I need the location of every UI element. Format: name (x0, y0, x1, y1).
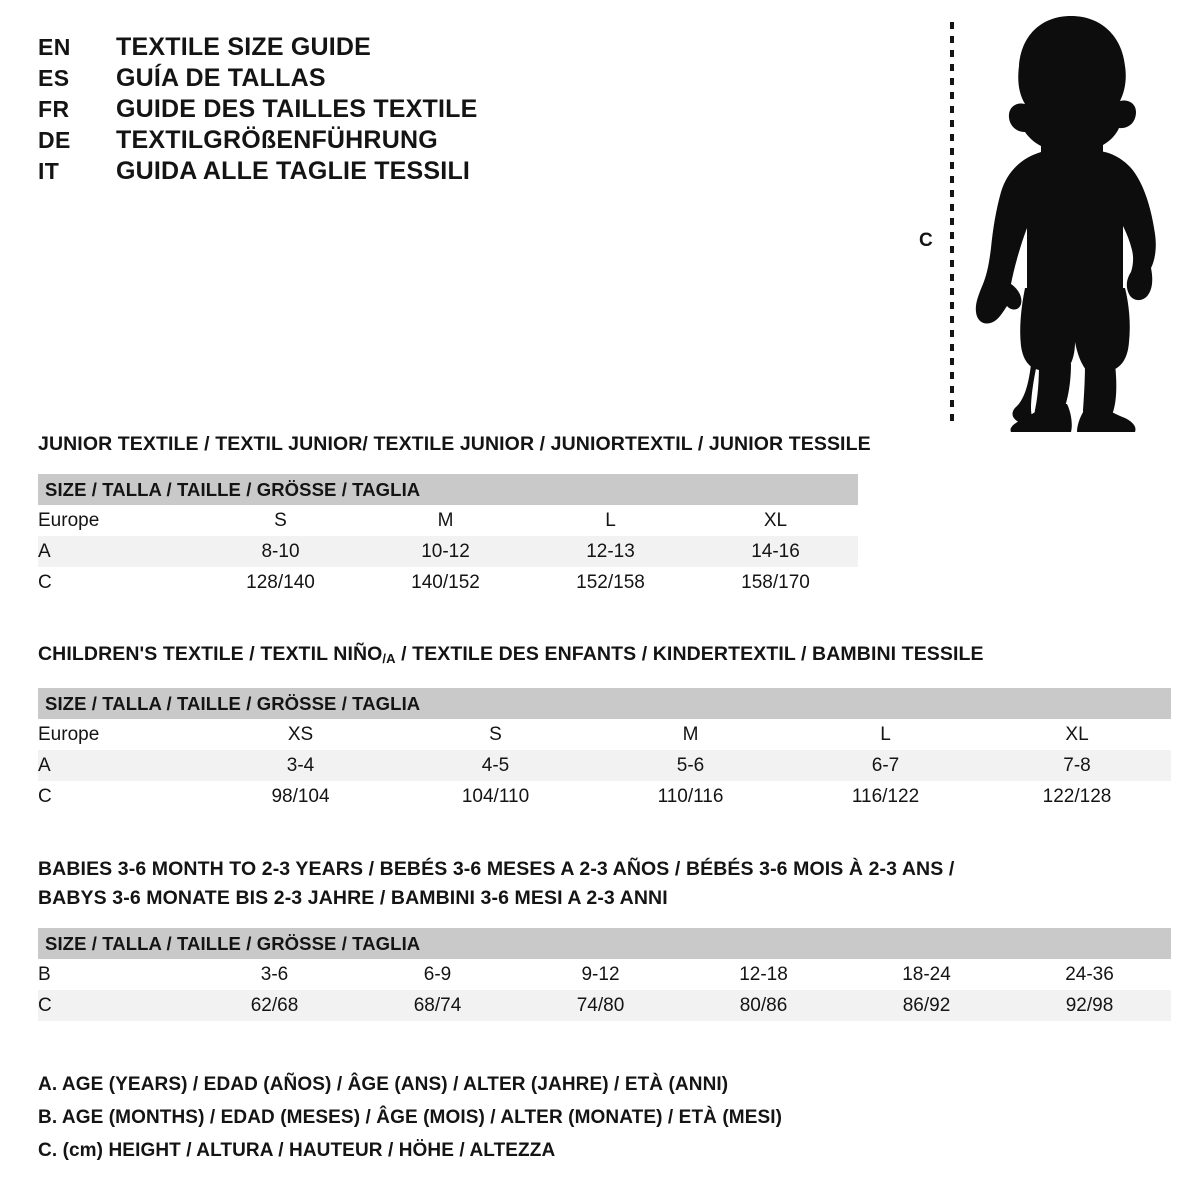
table-header-label: SIZE / TALLA / TAILLE / GRÖSSE / TAGLIA (38, 474, 858, 505)
table-cell: 6-7 (788, 750, 983, 781)
language-row: EN TEXTILE SIZE GUIDE (38, 33, 598, 64)
babies-size-table: SIZE / TALLA / TAILLE / GRÖSSE / TAGLIA … (38, 928, 1171, 1021)
language-code: DE (38, 127, 71, 153)
table-header-label: SIZE / TALLA / TAILLE / GRÖSSE / TAGLIA (38, 688, 1172, 719)
table-cell: 3-6 (193, 959, 356, 990)
table-cell: 10-12 (363, 536, 528, 567)
table-cell: S (198, 505, 363, 536)
table-row: A 3-4 4-5 5-6 6-7 7-8 (38, 750, 1172, 781)
table-cell: M (593, 719, 788, 750)
table-row: C 62/68 68/74 74/80 80/86 86/92 92/98 (38, 990, 1171, 1021)
language-title: GUÍA DE TALLAS (116, 64, 326, 92)
section-title-babies-line2: BABYS 3-6 MONATE BIS 2-3 JAHRE / BAMBINI… (38, 887, 668, 909)
table-cell: 110/116 (593, 781, 788, 812)
measurement-c-label: C (919, 230, 933, 251)
table-cell: 122/128 (983, 781, 1172, 812)
table-cell: L (788, 719, 983, 750)
language-title-block: EN TEXTILE SIZE GUIDE ES GUÍA DE TALLAS … (38, 33, 598, 188)
section-title-babies-line1: BABIES 3-6 MONTH TO 2-3 YEARS / BEBÉS 3-… (38, 858, 955, 880)
table-cell: 3-4 (203, 750, 398, 781)
language-title: GUIDE DES TAILLES TEXTILE (116, 95, 478, 123)
table-cell: 116/122 (788, 781, 983, 812)
table-cell: 7-8 (983, 750, 1172, 781)
table-cell: 140/152 (363, 567, 528, 598)
table-header-row: SIZE / TALLA / TAILLE / GRÖSSE / TAGLIA (38, 928, 1171, 959)
table-row: B 3-6 6-9 9-12 12-18 18-24 24-36 (38, 959, 1171, 990)
section-babies-textile: BABIES 3-6 MONTH TO 2-3 YEARS / BEBÉS 3-… (38, 855, 1171, 1021)
row-label: Europe (38, 719, 203, 750)
table-cell: XL (983, 719, 1172, 750)
language-title: TEXTILGRÖßENFÜHRUNG (116, 126, 438, 154)
table-row: C 98/104 104/110 110/116 116/122 122/128 (38, 781, 1172, 812)
language-code: FR (38, 96, 70, 122)
legend-line-a: A. AGE (YEARS) / EDAD (AÑOS) / ÂGE (ANS)… (38, 1074, 729, 1095)
language-row: FR GUIDE DES TAILLES TEXTILE (38, 95, 598, 126)
table-cell: 104/110 (398, 781, 593, 812)
table-header-row: SIZE / TALLA / TAILLE / GRÖSSE / TAGLIA (38, 474, 858, 505)
language-row: DE TEXTILGRÖßENFÜHRUNG (38, 126, 598, 157)
table-cell: 18-24 (845, 959, 1008, 990)
table-row: Europe S M L XL (38, 505, 858, 536)
table-cell: S (398, 719, 593, 750)
table-cell: 128/140 (198, 567, 363, 598)
table-cell: 12-13 (528, 536, 693, 567)
table-cell: M (363, 505, 528, 536)
table-cell: 4-5 (398, 750, 593, 781)
table-cell: 14-16 (693, 536, 858, 567)
language-title: TEXTILE SIZE GUIDE (116, 33, 372, 61)
table-row: Europe XS S M L XL (38, 719, 1172, 750)
language-title: GUIDA ALLE TAGLIE TESSILI (116, 157, 471, 185)
row-label: C (38, 781, 203, 812)
row-label: C (38, 990, 193, 1021)
table-cell: 74/80 (519, 990, 682, 1021)
row-label: A (38, 536, 198, 567)
section-title-children-sub: /A (382, 651, 396, 666)
section-junior-textile: JUNIOR TEXTILE / TEXTIL JUNIOR/ TEXTILE … (38, 430, 871, 598)
table-cell: 68/74 (356, 990, 519, 1021)
table-cell: 86/92 (845, 990, 1008, 1021)
table-header-row: SIZE / TALLA / TAILLE / GRÖSSE / TAGLIA (38, 688, 1172, 719)
height-measurement-figure: C (905, 12, 1190, 432)
table-cell: 62/68 (193, 990, 356, 1021)
legend-line-b: B. AGE (MONTHS) / EDAD (MESES) / ÂGE (MO… (38, 1107, 783, 1128)
table-cell: 158/170 (693, 567, 858, 598)
children-size-table: SIZE / TALLA / TAILLE / GRÖSSE / TAGLIA … (38, 688, 1172, 812)
table-cell: 12-18 (682, 959, 845, 990)
language-code: EN (38, 34, 71, 60)
table-cell: 5-6 (593, 750, 788, 781)
section-childrens-textile: CHILDREN'S TEXTILE / TEXTIL NIÑO/A / TEX… (38, 640, 1172, 812)
table-row: C 128/140 140/152 152/158 158/170 (38, 567, 858, 598)
language-row: ES GUÍA DE TALLAS (38, 64, 598, 95)
language-code: IT (38, 158, 60, 184)
table-cell: L (528, 505, 693, 536)
language-row: IT GUIDA ALLE TAGLIE TESSILI (38, 157, 598, 188)
section-title-children-post: / TEXTILE DES ENFANTS / KINDERTEXTIL / B… (395, 643, 984, 665)
table-cell: 9-12 (519, 959, 682, 990)
row-label: A (38, 750, 203, 781)
junior-size-table: SIZE / TALLA / TAILLE / GRÖSSE / TAGLIA … (38, 474, 858, 598)
row-label: C (38, 567, 198, 598)
table-header-label: SIZE / TALLA / TAILLE / GRÖSSE / TAGLIA (38, 928, 1171, 959)
row-label: Europe (38, 505, 198, 536)
table-cell: 92/98 (1008, 990, 1171, 1021)
table-row: A 8-10 10-12 12-13 14-16 (38, 536, 858, 567)
table-cell: XS (203, 719, 398, 750)
height-dotted-line (950, 22, 954, 422)
row-label: B (38, 959, 193, 990)
language-code: ES (38, 65, 70, 91)
table-cell: 98/104 (203, 781, 398, 812)
table-cell: 80/86 (682, 990, 845, 1021)
section-title-children-pre: CHILDREN'S TEXTILE / TEXTIL NIÑO (38, 643, 383, 665)
section-title-children: CHILDREN'S TEXTILE / TEXTIL NIÑO/A / TEX… (38, 640, 1171, 673)
legend-line-c: C. (cm) HEIGHT / ALTURA / HAUTEUR / HÖHE… (38, 1140, 556, 1161)
section-title-junior: JUNIOR TEXTILE / TEXTIL JUNIOR/ TEXTILE … (38, 433, 871, 455)
table-cell: 8-10 (198, 536, 363, 567)
toddler-silhouette-icon (963, 12, 1183, 432)
table-cell: 24-36 (1008, 959, 1171, 990)
table-cell: 152/158 (528, 567, 693, 598)
table-cell: XL (693, 505, 858, 536)
table-cell: 6-9 (356, 959, 519, 990)
legend-block: A. AGE (YEARS) / EDAD (AÑOS) / ÂGE (ANS)… (38, 1068, 1138, 1167)
